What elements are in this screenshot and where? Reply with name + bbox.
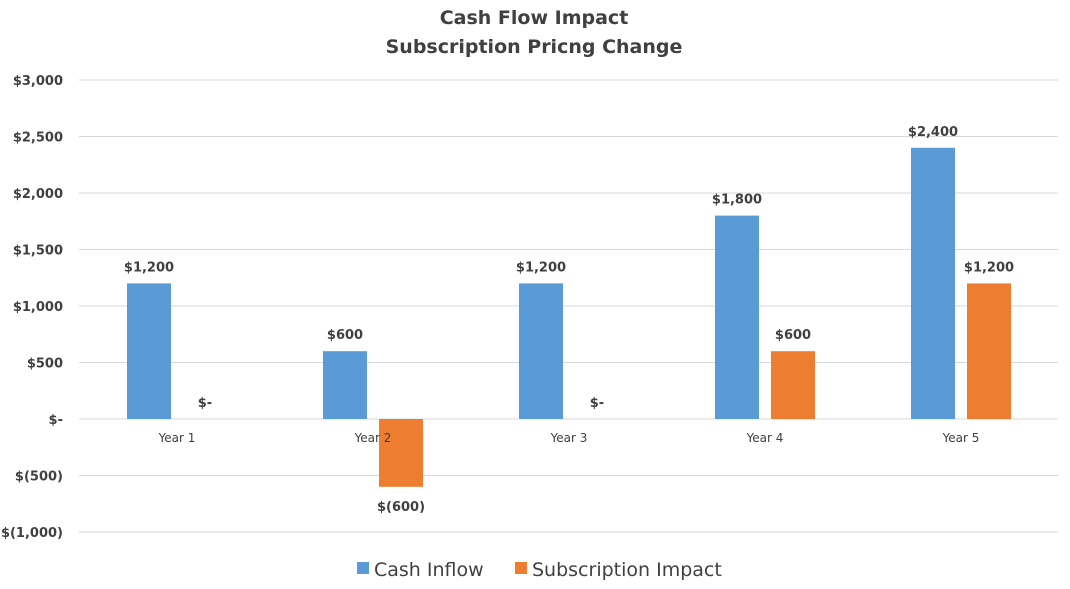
cash-inflow-bar — [323, 351, 367, 419]
cash-inflow-bar — [715, 215, 759, 419]
chart-subtitle: Subscription Pricng Change — [386, 36, 683, 58]
legend-label: Cash Inflow — [374, 559, 484, 581]
subscription-impact-bar — [771, 351, 815, 419]
y-tick-label: $(1,000) — [1, 526, 63, 541]
data-label: $2,400 — [908, 125, 958, 140]
y-tick-label: $2,500 — [13, 131, 63, 146]
y-tick-label: $500 — [27, 357, 63, 372]
y-tick-label: $- — [49, 413, 63, 428]
data-label: $600 — [775, 328, 811, 343]
data-label: $1,200 — [124, 260, 174, 275]
data-label: $1,800 — [712, 193, 762, 208]
y-tick-label: $2,000 — [13, 187, 63, 202]
data-label: $- — [590, 396, 604, 411]
x-tick-label: Year 3 — [550, 431, 588, 445]
y-tick-label: $3,000 — [13, 74, 63, 89]
bars — [127, 147, 1011, 487]
x-tick-label: Year 1 — [158, 431, 196, 445]
data-label: $1,200 — [516, 260, 566, 275]
data-label: $1,200 — [964, 260, 1014, 275]
y-axis-tick-labels: $3,000 $2,500 $2,000 $1,500 $1,000 $500 $- $(50… — [1, 74, 63, 541]
y-tick-label: $1,500 — [13, 244, 63, 259]
legend-item: Subscription Impact — [515, 559, 722, 581]
chart-title: Cash Flow Impact — [440, 7, 629, 29]
x-tick-label: Year 5 — [942, 431, 980, 445]
legend-label: Subscription Impact — [532, 559, 722, 581]
x-tick-label: Year 2 — [354, 431, 392, 445]
data-label: $600 — [327, 328, 363, 343]
legend-item: Cash Inflow — [357, 559, 484, 581]
x-axis-tick-labels: Year 1 Year 2 Year 3 Year 4 Year 5 — [158, 431, 980, 445]
legend: Cash Inflow Subscription Impact — [357, 559, 722, 581]
gridlines — [79, 79, 1058, 533]
cash-inflow-bar — [911, 147, 955, 420]
legend-swatch — [515, 562, 527, 574]
data-label: $- — [198, 396, 212, 411]
cash-inflow-bar — [519, 283, 563, 419]
subscription-impact-bar — [379, 419, 423, 487]
y-tick-label: $1,000 — [13, 300, 63, 315]
legend-swatch — [357, 562, 369, 574]
x-tick-label: Year 4 — [746, 431, 784, 445]
cash-inflow-bar — [127, 283, 171, 419]
data-labels: $1,200 $600 $1,200 $1,800 $2,400 $- $(600) $- $6… — [124, 125, 1014, 515]
data-label: $(600) — [377, 500, 425, 515]
y-tick-label: $(500) — [15, 470, 63, 485]
subscription-impact-bar — [967, 283, 1011, 419]
